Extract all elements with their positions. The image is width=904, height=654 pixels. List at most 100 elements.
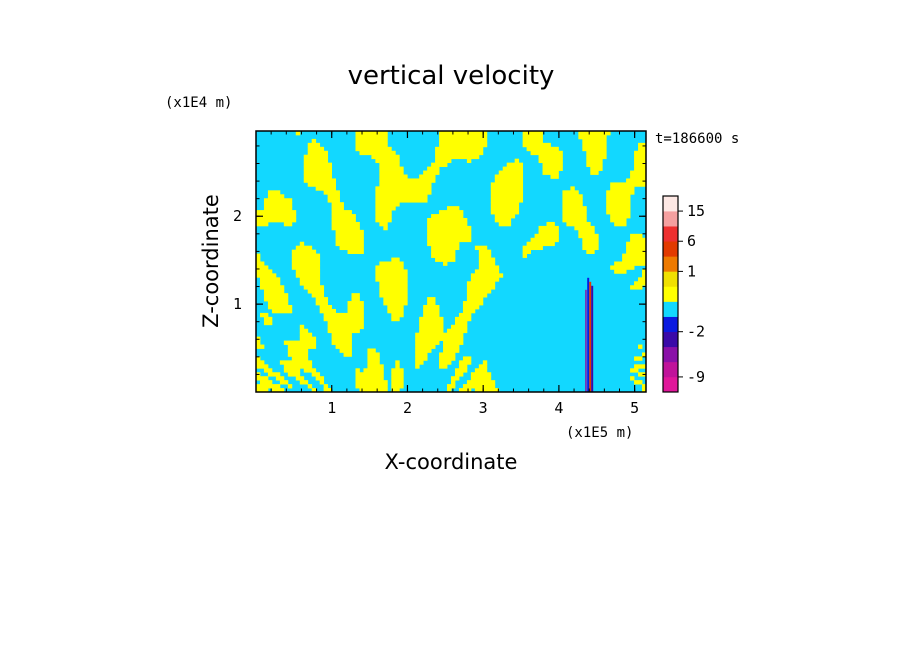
x-scale-label: (x1E5 m) <box>566 425 633 441</box>
field-cell <box>347 308 364 314</box>
field-cell <box>586 162 603 167</box>
field-cell <box>582 138 607 144</box>
field-cell <box>606 210 631 215</box>
field-cell <box>642 269 646 274</box>
field-cell <box>610 214 631 219</box>
field-cell <box>435 154 480 160</box>
field-cell <box>439 134 488 140</box>
field-cell <box>419 174 436 179</box>
field-cell <box>379 221 388 227</box>
field-cell <box>303 178 336 183</box>
field-cell <box>331 218 356 223</box>
field-cell <box>387 305 404 310</box>
field-cell <box>427 225 472 231</box>
field-cell <box>427 166 440 171</box>
field-cell <box>367 360 380 365</box>
field-cell <box>375 277 408 282</box>
field-cell <box>447 206 460 211</box>
colorbar-frame <box>662 195 679 393</box>
y-axis-label: Z-coordinate <box>199 194 223 328</box>
field-cell <box>287 384 293 389</box>
field-cell <box>355 384 388 389</box>
field-cell <box>634 162 646 167</box>
field-cell <box>375 273 408 278</box>
field-cell <box>562 194 583 199</box>
field-cell <box>462 356 472 361</box>
field-cell <box>256 384 281 389</box>
colorbar-band <box>663 316 678 332</box>
field-cell <box>303 285 325 290</box>
field-cell <box>590 170 599 175</box>
field-cell <box>542 162 563 167</box>
field-cell <box>606 206 631 211</box>
field-cell <box>566 221 591 227</box>
field-cell <box>498 170 524 175</box>
field-cell <box>498 221 512 227</box>
field-cell <box>622 253 646 258</box>
field-cell <box>415 340 440 345</box>
field-cell <box>303 162 333 167</box>
field-cell <box>634 154 646 160</box>
field-cell <box>319 305 333 310</box>
field-cell <box>379 289 408 294</box>
field-cell <box>419 328 444 334</box>
field-cell <box>474 388 500 392</box>
field-cell <box>586 249 595 254</box>
field-cell <box>291 265 321 270</box>
field-cell <box>431 245 460 251</box>
field-cell <box>439 131 488 136</box>
colorbar-band <box>663 241 678 257</box>
field-cell <box>614 269 627 274</box>
field-cell <box>447 328 468 334</box>
field-cell <box>638 344 643 349</box>
field-cell <box>375 190 432 195</box>
field-cell <box>303 368 317 373</box>
field-cell <box>379 170 404 175</box>
field-cell <box>267 305 293 310</box>
field-cell <box>642 352 646 357</box>
field-cell <box>634 281 646 286</box>
field-cell <box>256 257 261 262</box>
field-cell <box>586 150 607 156</box>
field-cell <box>582 146 607 152</box>
colorbar-band <box>663 331 678 348</box>
field-cell <box>295 131 301 136</box>
field-cell <box>431 249 456 254</box>
field-cell <box>391 380 404 385</box>
field-cell <box>263 316 273 322</box>
field-cell <box>415 348 432 353</box>
field-cell <box>367 356 380 361</box>
field-cell <box>331 206 344 211</box>
field-cell <box>375 202 400 207</box>
field-cell <box>287 348 309 353</box>
field-cell <box>522 138 543 144</box>
field-cell <box>522 142 551 148</box>
field-cell <box>630 174 646 179</box>
field-cell <box>570 186 575 191</box>
colorbar-tick-label: 1 <box>687 262 696 280</box>
field-cell <box>355 134 388 140</box>
field-cell <box>287 344 317 349</box>
field-cell <box>307 182 336 187</box>
field-cell <box>359 150 396 156</box>
field-cell <box>367 364 384 369</box>
field-cell <box>263 320 273 326</box>
field-cell <box>626 178 646 183</box>
field-cell <box>287 352 309 357</box>
field-cell <box>256 214 297 219</box>
field-cell <box>439 364 448 369</box>
field-cell <box>470 376 492 381</box>
field-cell <box>256 360 265 365</box>
field-cell <box>490 194 524 199</box>
colorbar-band <box>663 256 678 272</box>
field-cell <box>327 328 360 334</box>
field-cell <box>323 388 333 392</box>
updraft-streak <box>589 281 592 392</box>
field-cell <box>287 372 301 377</box>
field-cell <box>279 360 313 365</box>
field-cell <box>291 249 317 254</box>
field-cell <box>331 210 352 215</box>
field-cell <box>256 210 297 215</box>
field-cell <box>427 233 472 239</box>
field-cell <box>439 210 464 215</box>
